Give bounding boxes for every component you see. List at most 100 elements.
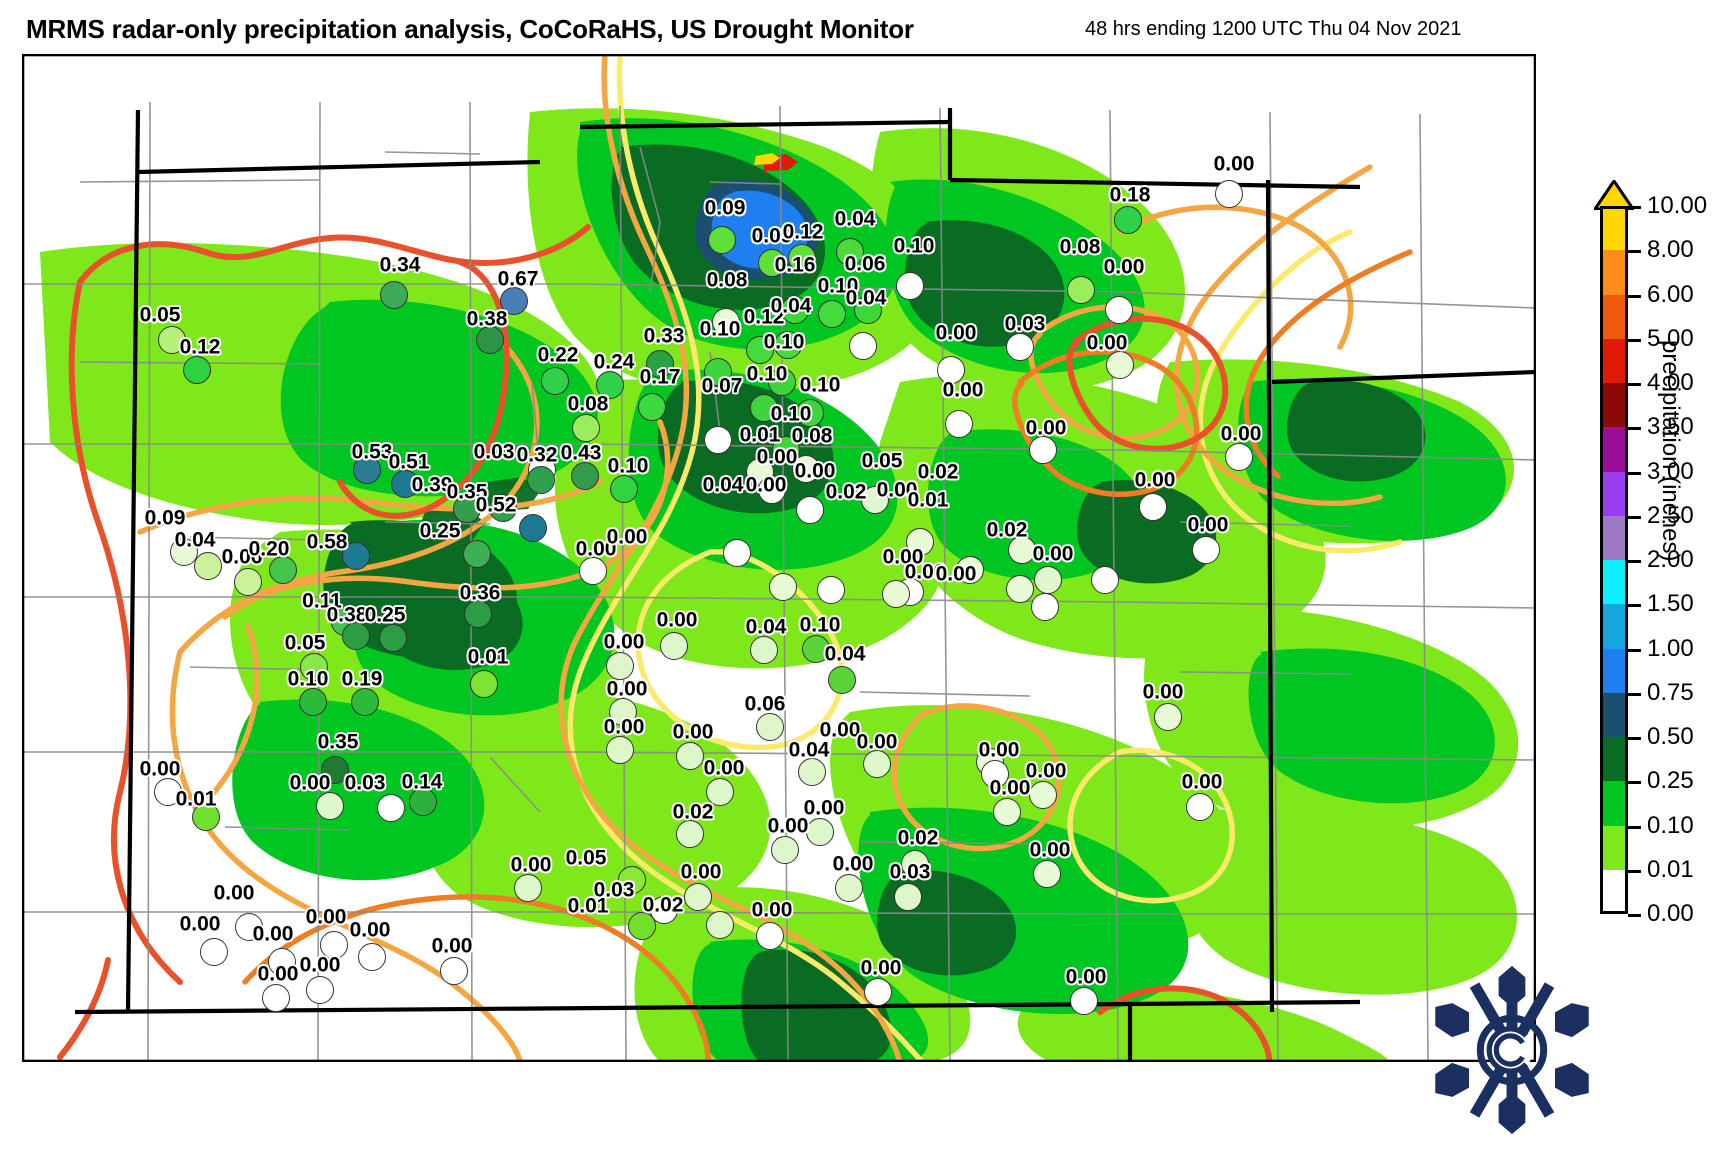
station-dot[interactable]: [306, 976, 334, 1004]
station-dot[interactable]: [828, 666, 856, 694]
station-dot[interactable]: [1031, 593, 1059, 621]
station-dot[interactable]: [817, 576, 845, 604]
station-dot[interactable]: [750, 394, 778, 422]
station-dot[interactable]: [818, 300, 846, 328]
station-dot[interactable]: [956, 556, 984, 584]
station-dot[interactable]: [596, 371, 624, 399]
station-dot[interactable]: [854, 296, 882, 324]
station-dot[interactable]: [514, 874, 542, 902]
station-dot[interactable]: [320, 931, 348, 959]
station-dot[interactable]: [758, 249, 786, 277]
station-dot[interactable]: [1029, 781, 1057, 809]
station-dot[interactable]: [792, 455, 820, 483]
station-dot[interactable]: [796, 496, 824, 524]
station-dot[interactable]: [861, 486, 889, 514]
station-dot[interactable]: [756, 713, 784, 741]
station-dot[interactable]: [882, 580, 910, 608]
precipitation-map[interactable]: 0.34 0.67 0.38 0.05 0.12 0.22 0.24 0.33 0.17 0.08…: [20, 52, 1538, 1064]
station-dot[interactable]: [638, 393, 666, 421]
station-dot[interactable]: [358, 943, 386, 971]
station-dot[interactable]: [316, 792, 344, 820]
station-dot[interactable]: [269, 556, 297, 584]
station-dot[interactable]: [194, 552, 222, 580]
station-dot[interactable]: [1070, 987, 1098, 1015]
station-dot[interactable]: [300, 653, 328, 681]
station-dot[interactable]: [440, 957, 468, 985]
station-dot[interactable]: [610, 475, 638, 503]
station-dot[interactable]: [1067, 276, 1095, 304]
station-dot[interactable]: [235, 913, 263, 941]
station-dot[interactable]: [1091, 566, 1119, 594]
station-dot[interactable]: [262, 984, 290, 1012]
station-dot[interactable]: [572, 414, 600, 442]
station-dot[interactable]: [1006, 575, 1034, 603]
station-dot[interactable]: [463, 540, 491, 568]
station-dot[interactable]: [771, 836, 799, 864]
station-dot[interactable]: [470, 670, 498, 698]
station-dot[interactable]: [1029, 436, 1057, 464]
station-dot[interactable]: [268, 948, 296, 976]
station-dot[interactable]: [708, 226, 736, 254]
station-dot[interactable]: [609, 698, 637, 726]
station-dot[interactable]: [756, 922, 784, 950]
station-dot[interactable]: [750, 636, 778, 664]
station-dot[interactable]: [798, 758, 826, 786]
station-dot[interactable]: [646, 350, 674, 378]
station-dot[interactable]: [723, 539, 751, 567]
station-dot[interactable]: [1106, 351, 1134, 379]
station-dot[interactable]: [896, 272, 924, 300]
station-dot[interactable]: [993, 798, 1021, 826]
station-dot[interactable]: [519, 514, 547, 542]
station-dot[interactable]: [758, 476, 786, 504]
station-dot[interactable]: [1008, 536, 1036, 564]
station-dot[interactable]: [1154, 703, 1182, 731]
station-dot[interactable]: [234, 568, 262, 596]
station-dot[interactable]: [1114, 206, 1142, 234]
station-dot[interactable]: [712, 308, 740, 336]
station-dot[interactable]: [806, 818, 834, 846]
station-dot[interactable]: [476, 326, 504, 354]
station-dot[interactable]: [676, 820, 704, 848]
station-dot[interactable]: [200, 938, 228, 966]
station-dot[interactable]: [377, 794, 405, 822]
station-dot[interactable]: [1215, 180, 1243, 208]
station-dot[interactable]: [849, 332, 877, 360]
station-dot[interactable]: [391, 470, 419, 498]
station-dot[interactable]: [706, 778, 734, 806]
station-dot[interactable]: [836, 238, 864, 266]
station-dot[interactable]: [781, 296, 809, 324]
station-dot[interactable]: [579, 557, 607, 585]
station-dot[interactable]: [500, 287, 528, 315]
station-dot[interactable]: [864, 978, 892, 1006]
station-dot[interactable]: [676, 742, 704, 770]
station-dot[interactable]: [489, 494, 517, 522]
station-dot[interactable]: [541, 367, 569, 395]
station-dot[interactable]: [618, 866, 646, 894]
station-dot[interactable]: [684, 883, 712, 911]
station-dot[interactable]: [353, 456, 381, 484]
station-dot[interactable]: [183, 356, 211, 384]
station-dot[interactable]: [1006, 333, 1034, 361]
station-dot[interactable]: [704, 426, 732, 454]
station-dot[interactable]: [154, 778, 182, 806]
station-dot[interactable]: [660, 632, 688, 660]
station-dot[interactable]: [321, 756, 349, 784]
station-dot[interactable]: [170, 538, 198, 566]
station-dot[interactable]: [1034, 566, 1062, 594]
station-dot[interactable]: [527, 466, 555, 494]
station-dot[interactable]: [788, 244, 816, 272]
station-dot[interactable]: [863, 750, 891, 778]
station-dot[interactable]: [571, 462, 599, 490]
station-dot[interactable]: [768, 368, 796, 396]
station-dot[interactable]: [802, 635, 830, 663]
station-dot[interactable]: [379, 624, 407, 652]
station-dot[interactable]: [1192, 536, 1220, 564]
station-dot[interactable]: [606, 736, 634, 764]
station-dot[interactable]: [464, 600, 492, 628]
station-dot[interactable]: [906, 528, 934, 556]
station-dot[interactable]: [1186, 793, 1214, 821]
station-dot[interactable]: [1033, 860, 1061, 888]
station-dot[interactable]: [981, 760, 1009, 788]
station-dot[interactable]: [769, 573, 797, 601]
station-dot[interactable]: [945, 410, 973, 438]
